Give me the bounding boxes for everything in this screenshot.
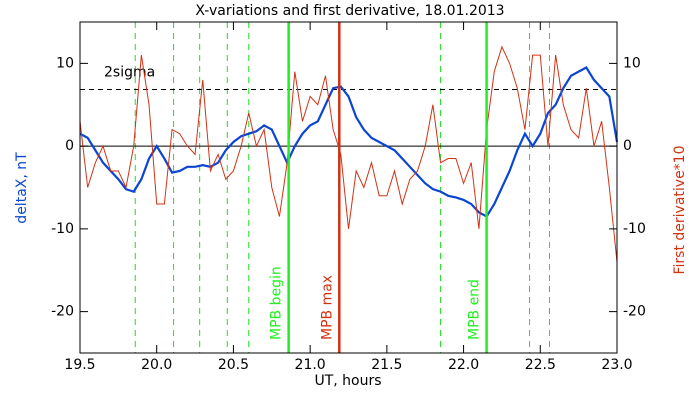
x-tick-label: 21.5 <box>371 357 402 373</box>
sigma-label: 2sigma <box>104 64 155 80</box>
x-tick-label: 20.0 <box>141 357 172 373</box>
y2-tick-label: -10 <box>623 221 646 237</box>
marker-label: MPB end <box>467 279 483 340</box>
series-line <box>79 45 618 263</box>
y2-tick-label: 0 <box>623 138 632 154</box>
x-tick-label: 20.5 <box>218 357 249 373</box>
y-tick-label: -20 <box>51 304 74 320</box>
plot-frame <box>79 21 618 354</box>
x-tick-label: 21.0 <box>295 357 326 373</box>
y-tick-label: 0 <box>65 138 74 154</box>
x-tick-label: 22.0 <box>448 357 479 373</box>
x-tick-label: 22.5 <box>525 357 556 373</box>
y2-axis-label: First derivative*10 <box>672 145 688 274</box>
x-axis-label: UT, hours <box>314 373 381 389</box>
y2-tick-label: -20 <box>623 304 646 320</box>
y-tick-label: -10 <box>51 221 74 237</box>
marker-label: MPB begin <box>269 266 285 340</box>
chart-title: X-variations and first derivative, 18.01… <box>195 3 504 19</box>
y2-tick-label: 10 <box>623 55 641 71</box>
marker-label: MPB max <box>319 275 335 340</box>
x-tick-label: 19.5 <box>64 357 95 373</box>
x-tick-label: 23.0 <box>601 357 632 373</box>
y-tick-label: 10 <box>56 55 74 71</box>
y-axis-label: deltaX, nT <box>14 152 30 224</box>
series-line <box>79 66 619 218</box>
